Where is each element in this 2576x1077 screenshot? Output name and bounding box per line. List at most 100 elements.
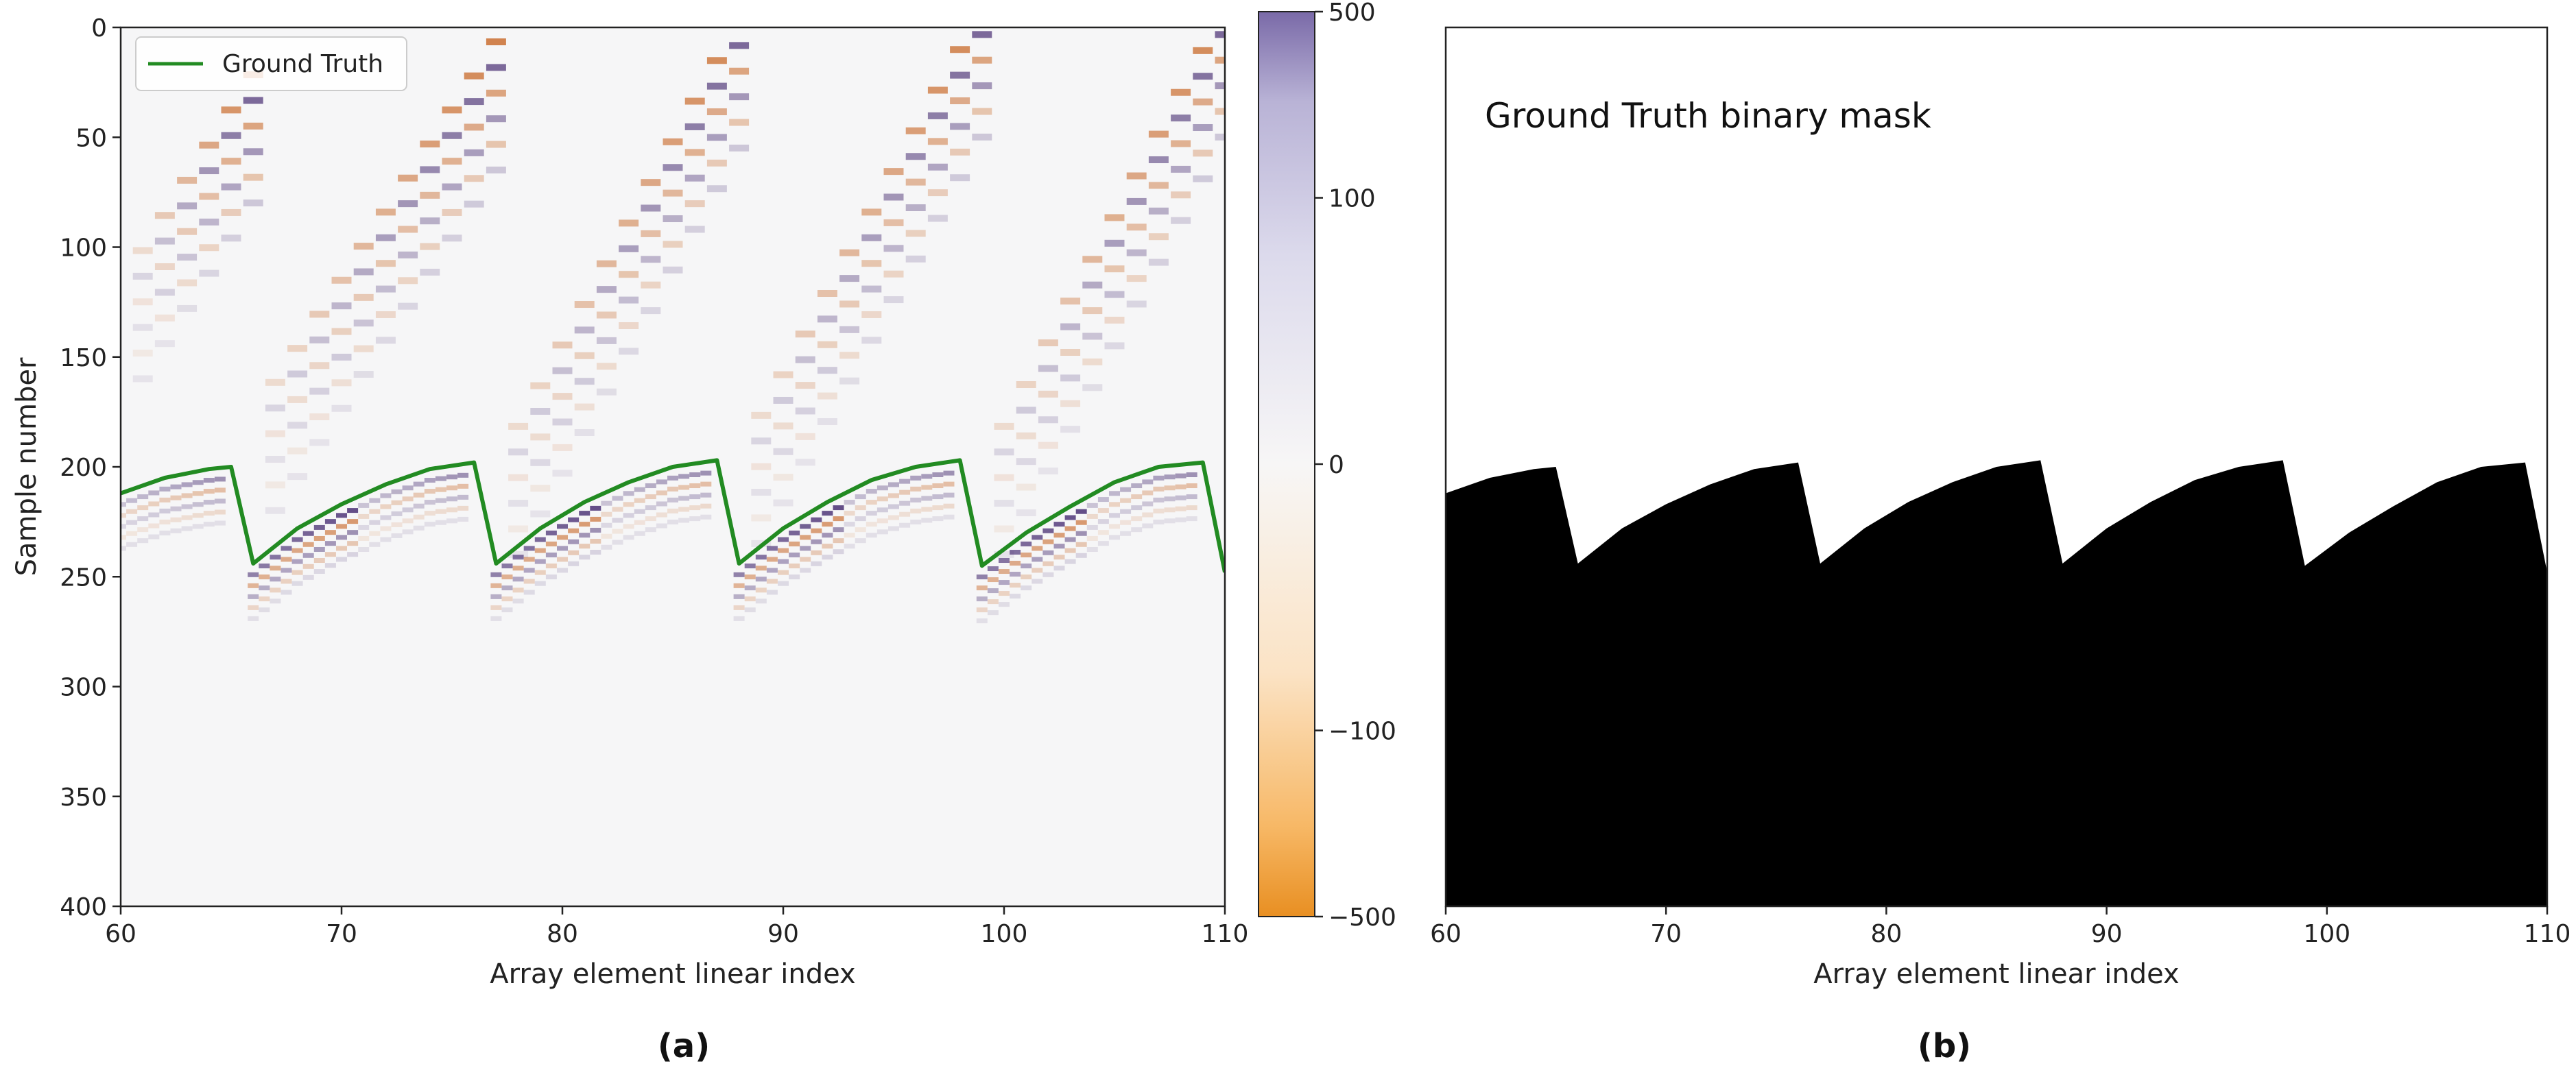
reflection-stripe: [1215, 82, 1225, 90]
wavefront-stripe: [844, 511, 855, 516]
wavefront-stripe: [1164, 507, 1176, 513]
reflection-stripe: [552, 470, 573, 477]
wavefront-stripe: [1064, 548, 1076, 553]
wavefront-stripe: [789, 564, 800, 569]
wavefront-stripe: [523, 590, 535, 595]
wavefront-stripe: [689, 494, 701, 500]
reflection-stripe: [994, 550, 1014, 558]
panel-b-annotation: Ground Truth binary mask: [1485, 96, 1931, 136]
wavefront-stripe: [1075, 542, 1087, 547]
reflection-stripe: [972, 133, 992, 141]
reflection-stripe: [464, 175, 484, 182]
wavefront-stripe: [369, 520, 381, 525]
reflection-stripe: [398, 174, 418, 182]
reflection-stripe: [221, 208, 241, 216]
reflection-stripe: [309, 439, 330, 446]
reflection-stripe: [994, 500, 1014, 507]
reflection-stripe: [751, 463, 772, 470]
wavefront-stripe: [1086, 513, 1098, 519]
reflection-stripe: [1104, 291, 1125, 298]
reflection-stripe: [883, 296, 904, 304]
reflection-stripe: [596, 388, 617, 396]
reflection-stripe: [706, 108, 727, 116]
reflection-stripe: [596, 363, 617, 370]
wavefront-stripe: [302, 564, 314, 569]
wavefront-stripe: [159, 497, 171, 503]
reflection-stripe: [442, 132, 462, 139]
wavefront-stripe: [987, 588, 999, 594]
reflection-stripe: [839, 249, 860, 256]
reflection-stripe: [331, 276, 352, 284]
panel-b-label: (b): [1918, 1027, 1971, 1065]
reflection-stripe: [950, 46, 970, 53]
colorbar-ticks: 500 100 0 −100 −500: [1315, 0, 1396, 932]
x-tick-label: 90: [767, 920, 799, 948]
wavefront-stripe: [999, 580, 1010, 585]
wavefront-stripe: [391, 533, 403, 538]
wavefront-stripe: [755, 577, 767, 582]
wavefront-stripe: [766, 579, 778, 584]
wavefront-stripe: [281, 568, 292, 573]
wavefront-stripe: [203, 489, 215, 494]
wavefront-stripe: [1175, 506, 1186, 511]
reflection-stripe: [309, 387, 330, 395]
wavefront-stripe: [1031, 568, 1043, 573]
wavefront-stripe: [1153, 508, 1165, 513]
reflection-stripe: [927, 112, 948, 119]
wavefront-stripe: [1064, 559, 1076, 564]
wavefront-stripe: [678, 496, 690, 501]
wavefront-stripe: [744, 607, 756, 613]
wavefront-stripe: [590, 516, 601, 522]
wavefront-stripe: [678, 474, 690, 479]
wavefront-stripe: [623, 535, 634, 540]
reflection-stripe: [994, 448, 1014, 456]
wavefront-stripe: [446, 485, 457, 491]
wavefront-stripe: [248, 616, 259, 621]
reflection-stripe: [1148, 156, 1169, 164]
wavefront-stripe: [1042, 572, 1054, 577]
wavefront-stripe: [623, 524, 634, 529]
reflection-stripe: [972, 56, 992, 64]
wavefront-stripe: [1186, 516, 1197, 522]
wavefront-stripe: [291, 559, 303, 564]
wavefront-stripe: [313, 524, 325, 530]
wavefront-stripe: [281, 579, 292, 584]
reflection-stripe: [375, 311, 396, 318]
wavefront-stripe: [601, 533, 612, 539]
wavefront-stripe: [214, 520, 226, 526]
reflection-stripe: [663, 164, 683, 171]
wavefront-stripe: [137, 516, 149, 522]
wavefront-stripe: [402, 496, 414, 502]
wavefront-stripe: [656, 512, 667, 518]
wavefront-stripe: [324, 563, 336, 568]
reflection-stripe: [861, 234, 882, 241]
reflection-stripe: [1016, 432, 1036, 439]
colorbar-tick-label: 100: [1328, 185, 1376, 213]
wavefront-stripe: [534, 548, 546, 553]
reflection-stripe: [442, 234, 462, 242]
panel-a-y-ticks: 0 50 100 150 200 250 300 350 400: [60, 14, 121, 921]
wavefront-stripe: [601, 522, 612, 528]
wavefront-stripe: [876, 496, 888, 502]
wavefront-stripe: [336, 557, 347, 562]
wavefront-stripe: [1086, 535, 1098, 541]
reflection-stripe: [375, 208, 396, 216]
reflection-stripe: [684, 97, 705, 105]
reflection-stripe: [1193, 149, 1213, 157]
wavefront-stripe: [126, 520, 138, 525]
wavefront-stripe: [302, 553, 314, 558]
reflection-stripe: [398, 251, 418, 258]
reflection-stripe: [331, 404, 352, 412]
reflection-stripe: [817, 418, 837, 425]
reflection-stripe: [1193, 98, 1213, 106]
wavefront-stripe: [844, 500, 855, 505]
wavefront-stripe: [921, 518, 933, 523]
y-tick-label: 0: [91, 14, 107, 43]
wavefront-stripe: [921, 496, 933, 501]
reflection-stripe: [375, 234, 396, 241]
y-tick-label: 300: [60, 674, 107, 702]
wavefront-stripe: [645, 505, 656, 511]
panel-a: 60 70 80 90 100 110 050100150200250300350400 …: [11, 14, 1248, 1065]
reflection-stripe: [1171, 88, 1191, 96]
wavefront-stripe: [822, 533, 833, 538]
